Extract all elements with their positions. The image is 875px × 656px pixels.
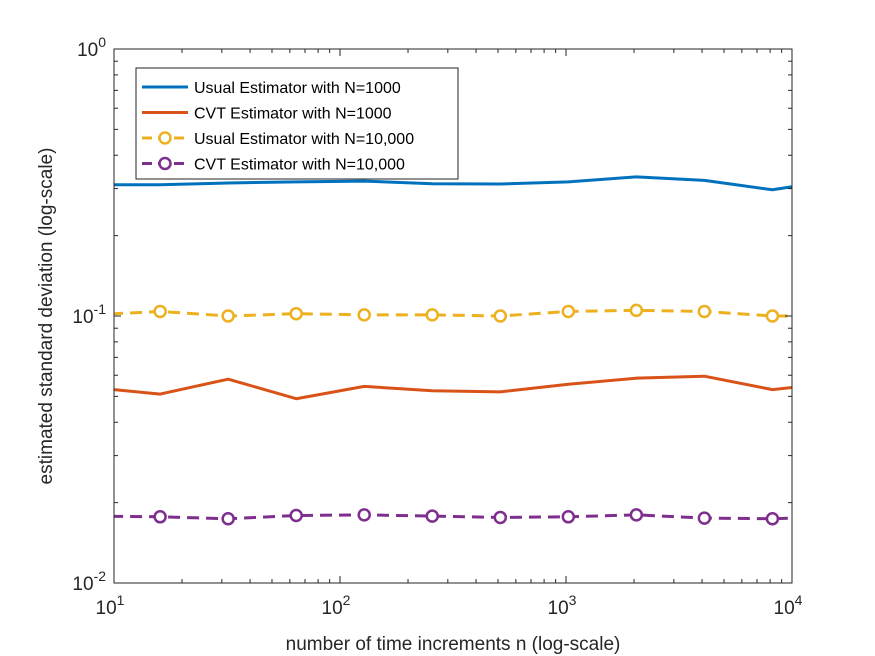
data-point: [765, 512, 780, 526]
x-tick-label: 104: [774, 592, 803, 619]
legend-marker: [158, 131, 172, 145]
legend-entry: Usual Estimator with N=10,000: [142, 131, 414, 148]
data-point: [561, 304, 576, 319]
y-tick-exponent: -1: [94, 301, 107, 317]
x-tick-base: 10: [96, 598, 117, 619]
data-point: [357, 508, 371, 522]
x-tick-exponent: 1: [117, 592, 125, 608]
plot-frame: [113, 48, 793, 584]
y-tick-base: 10: [72, 574, 93, 595]
data-point: [493, 309, 508, 323]
series-line: [114, 175, 792, 192]
legend-label: CVT Estimator with N=10,000: [194, 157, 405, 174]
data-point: [425, 509, 440, 523]
legend-entry: CVT Estimator with N=1000: [142, 106, 392, 123]
legend-entry: CVT Estimator with N=10,000: [142, 157, 405, 174]
series-line: [114, 308, 792, 318]
x-tick-label: 101: [96, 592, 125, 619]
data-point: [153, 510, 167, 524]
y-tick-label: 10-1: [72, 301, 106, 328]
data-point: [493, 510, 508, 525]
x-tick-exponent: 3: [569, 592, 577, 608]
x-tick-exponent: 4: [795, 592, 803, 608]
legend: Usual Estimator with N=1000 CVT Estimator…: [135, 67, 459, 180]
data-point: [561, 510, 576, 524]
y-tick-label: 10-2: [72, 568, 106, 595]
y-tick-exponent: -2: [94, 568, 107, 584]
series-4: [114, 508, 792, 526]
x-tick-base: 10: [774, 598, 795, 619]
series-2: [114, 374, 792, 401]
data-point: [697, 304, 712, 319]
legend-items: Usual Estimator with N=1000 CVT Estimator…: [142, 80, 414, 174]
series-1: [114, 175, 792, 192]
legend-label: Usual Estimator with N=1000: [194, 80, 401, 97]
legend-label: Usual Estimator with N=10,000: [194, 131, 414, 148]
data-point: [153, 304, 167, 319]
x-tick-base: 10: [322, 598, 343, 619]
x-tick-base: 10: [548, 598, 569, 619]
x-tick-labels: 101 102 103 104: [96, 592, 803, 619]
series-3: [114, 303, 792, 323]
x-tick-exponent: 2: [343, 592, 351, 608]
series-line: [114, 374, 792, 401]
data-point: [765, 309, 780, 323]
x-tick-label: 102: [322, 592, 351, 619]
y-axis-label: estimated standard deviation (log-scale): [36, 148, 57, 485]
y-tick-exponent: 0: [98, 34, 106, 50]
series-line: [114, 513, 792, 521]
legend-entry: Usual Estimator with N=1000: [142, 80, 401, 97]
y-tick-label: 100: [77, 34, 106, 61]
data-point: [629, 508, 644, 522]
data-point: [425, 308, 440, 322]
y-tick-base: 10: [77, 40, 98, 61]
data-point: [357, 308, 371, 322]
data-point: [221, 512, 235, 526]
data-point: [289, 508, 303, 523]
y-tick-base: 10: [72, 307, 93, 328]
x-axis-label: number of time increments n (log-scale): [286, 634, 621, 655]
data-point: [629, 303, 644, 318]
data-point: [289, 306, 303, 321]
data-point: [697, 511, 712, 525]
legend-box: [135, 67, 459, 180]
legend-label: CVT Estimator with N=1000: [194, 106, 392, 123]
series-layer: [114, 175, 792, 526]
data-point: [221, 309, 235, 323]
x-tick-label: 103: [548, 592, 577, 619]
legend-marker: [158, 156, 172, 171]
